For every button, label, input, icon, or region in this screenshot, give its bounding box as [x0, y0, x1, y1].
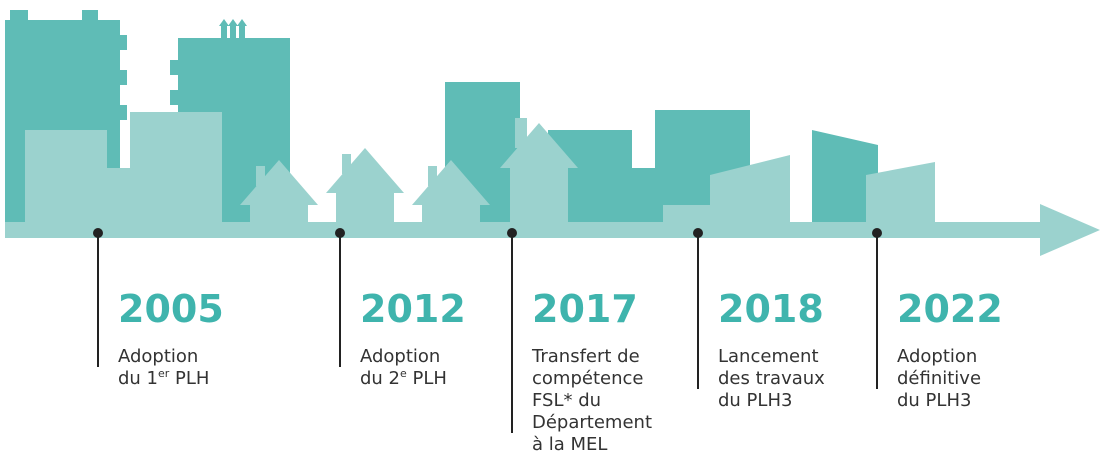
event-text: Adoption — [360, 346, 440, 367]
event-text: du PLH3 — [718, 390, 792, 411]
text-part: du 2 — [360, 368, 400, 389]
skyline — [5, 10, 1100, 256]
event-year: 2012 — [360, 287, 466, 331]
event-text: Département — [532, 412, 652, 433]
event-text: du 1er PLH — [118, 367, 209, 389]
event-text: définitive — [897, 368, 981, 389]
event-text: FSL* du — [532, 390, 601, 411]
event-text: compétence — [532, 368, 643, 389]
superscript: e — [400, 367, 407, 380]
event-year: 2018 — [718, 287, 824, 331]
event-year: 2017 — [532, 287, 638, 331]
event-text: Transfert de — [531, 346, 640, 367]
text-part: du 1 — [118, 368, 158, 389]
superscript: er — [158, 367, 170, 380]
event-dot — [872, 228, 882, 238]
event-dot — [93, 228, 103, 238]
text-part: PLH — [407, 368, 447, 389]
event-year: 2005 — [118, 287, 224, 331]
event-text: à la MEL — [532, 434, 607, 455]
event-text: Lancement — [718, 346, 819, 367]
event-text: des travaux — [718, 368, 825, 389]
text-part: PLH — [169, 368, 209, 389]
event-text: du PLH3 — [897, 390, 971, 411]
event-year: 2022 — [897, 287, 1003, 331]
event-dot — [507, 228, 517, 238]
event-dot — [693, 228, 703, 238]
event-dot — [335, 228, 345, 238]
event-text: du 2e PLH — [360, 367, 447, 389]
event-text: Adoption — [897, 346, 977, 367]
event-text: Adoption — [118, 346, 198, 367]
